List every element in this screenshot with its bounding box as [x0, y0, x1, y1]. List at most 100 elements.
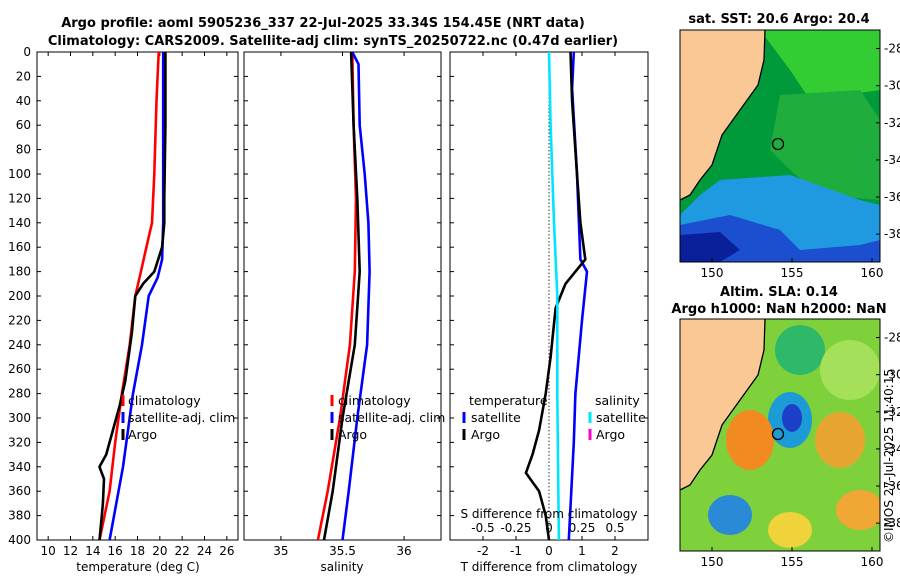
map-y-tick-label: -30: [884, 79, 900, 93]
legend-argo-label: Argo: [128, 427, 157, 442]
temperature-legend: climatology satellite-adj. clim Argo: [121, 393, 235, 442]
x-tick-label: 18: [130, 544, 145, 558]
s-tick-label: 0.5: [605, 521, 624, 535]
difference-series: [524, 52, 589, 540]
figure-title-line1: Argo profile: aoml 5905236_337 22-Jul-20…: [61, 16, 585, 31]
series-line-argo: [322, 52, 362, 540]
depth-tick-label: 400: [8, 533, 31, 547]
sst-land: [680, 30, 765, 200]
imos-watermark: ©IMOS 27-Jul-2025 11:40:15: [882, 369, 896, 543]
legend-climatology-label: climatology: [338, 393, 411, 408]
legend-t-argo-label: Argo: [471, 427, 500, 442]
salinity-axes: [243, 51, 442, 541]
sst-map: [680, 30, 880, 262]
map-y-tick-label: -36: [884, 479, 900, 493]
series-line-s-satellite: [547, 52, 561, 540]
legend-s-satellite-label: satellite: [596, 410, 646, 425]
map-y-tick-label: -34: [884, 153, 900, 167]
sla-eddy-f: [708, 495, 752, 535]
legend-satellite-label: satellite-adj. clim: [338, 410, 445, 425]
series-line-t-argo: [524, 52, 587, 540]
series-line-climatology: [98, 52, 160, 540]
x-tick-label: 12: [63, 544, 78, 558]
map-y-tick-label: -32: [884, 116, 900, 130]
sla-map-frame: [679, 318, 881, 552]
depth-ticks: 0 20 40 60 80 100 120 140 160 180 200 220 240 260 280 3…: [8, 45, 648, 547]
sla-argo-marker: [771, 427, 785, 441]
depth-tick-label: 380: [8, 509, 31, 523]
sla-eddy-g: [768, 512, 812, 548]
salinity-xlabel: salinity: [320, 560, 363, 574]
map-y-tick-label: -28: [884, 42, 900, 56]
legend-salinity-heading: salinity: [595, 393, 640, 408]
x-tick-label: 10: [41, 544, 56, 558]
legend-argo-label: Argo: [338, 427, 367, 442]
sst-map-title: sat. SST: 20.6 Argo: 20.4: [688, 12, 869, 27]
legend-climatology-label: climatology: [128, 393, 201, 408]
depth-tick-label: 180: [8, 265, 31, 279]
salinity-series: [316, 52, 371, 540]
sst-argo-marker: [771, 137, 785, 151]
x-tick-label: 1: [578, 544, 586, 558]
depth-tick-label: 220: [8, 313, 31, 327]
sla-map-title-line1: Altim. SLA: 0.14: [720, 285, 838, 300]
depth-tick-label: 100: [8, 167, 31, 181]
sst-map-frame: [679, 29, 881, 263]
map-x-tick-label: 155: [781, 555, 804, 569]
x-tick-label: 24: [197, 544, 212, 558]
series-line-t-satellite: [567, 52, 589, 540]
figure-title-line2: Climatology: CARS2009. Satellite-adj cli…: [48, 34, 618, 49]
sla-land: [680, 319, 765, 490]
sla-coastline: [680, 319, 766, 491]
difference-ticks: -2 -1 0 1 2-0.5 -0.25 0 0.25 0.5: [471, 52, 625, 558]
sla-eddy-c-core: [782, 404, 802, 432]
sla-eddy-a: [775, 325, 825, 375]
depth-tick-label: 80: [16, 143, 31, 157]
x-tick-label: 36: [396, 544, 411, 558]
depth-tick-label: 280: [8, 387, 31, 401]
temperature-ticks: 10 12 14 16 18 20 22 24 26: [41, 52, 234, 558]
depth-tick-label: 340: [8, 460, 31, 474]
series-line-satellite-adj-clim: [341, 52, 371, 540]
x-tick-label: 20: [152, 544, 167, 558]
legend-t-satellite-label: satellite: [471, 410, 521, 425]
sla-eddy-h: [836, 490, 880, 530]
temperature-series: [98, 52, 167, 540]
map-y-tick-label: -30: [884, 368, 900, 382]
sla-map: [680, 319, 880, 551]
sst-coastline: [680, 30, 766, 201]
map-x-tick-label: 150: [701, 555, 724, 569]
temperature-axes: [36, 51, 239, 541]
depth-tick-label: 60: [16, 118, 31, 132]
temperature-xlabel: temperature (deg C): [76, 560, 199, 574]
sla-eddy-e: [815, 412, 865, 468]
salinity-ticks: 35 35.5 36: [273, 52, 412, 558]
x-tick-label: 2: [611, 544, 619, 558]
salinity-legend: climatology satellite-adj. clim Argo: [330, 393, 445, 442]
legend-temperature-heading: temperature: [469, 393, 548, 408]
depth-tick-label: 140: [8, 216, 31, 230]
depth-tick-label: 360: [8, 484, 31, 498]
depth-tick-label: 20: [16, 69, 31, 83]
sla-eddy-b: [820, 340, 880, 400]
t-difference-xlabel: T difference from climatology: [460, 560, 638, 574]
x-tick-label: -2: [477, 544, 489, 558]
map-y-tick-label: -28: [884, 331, 900, 345]
x-tick-label: 26: [219, 544, 234, 558]
s-tick-label: -0.5: [471, 521, 494, 535]
map-y-tick-label: -34: [884, 442, 900, 456]
x-tick-label: 16: [108, 544, 123, 558]
legend-satellite-label: satellite-adj. clim: [128, 410, 235, 425]
depth-tick-label: 300: [8, 411, 31, 425]
depth-tick-label: 260: [8, 362, 31, 376]
depth-tick-label: 160: [8, 240, 31, 254]
series-line-satellite-adj-clim: [108, 52, 165, 540]
map-y-tick-label: -38: [884, 227, 900, 241]
x-tick-label: 22: [175, 544, 190, 558]
series-line-argo: [98, 52, 167, 540]
sla-eddy-d: [726, 410, 774, 470]
x-tick-label: -1: [510, 544, 522, 558]
depth-tick-label: 0: [23, 45, 31, 59]
map-x-tick-label: 155: [781, 266, 804, 280]
